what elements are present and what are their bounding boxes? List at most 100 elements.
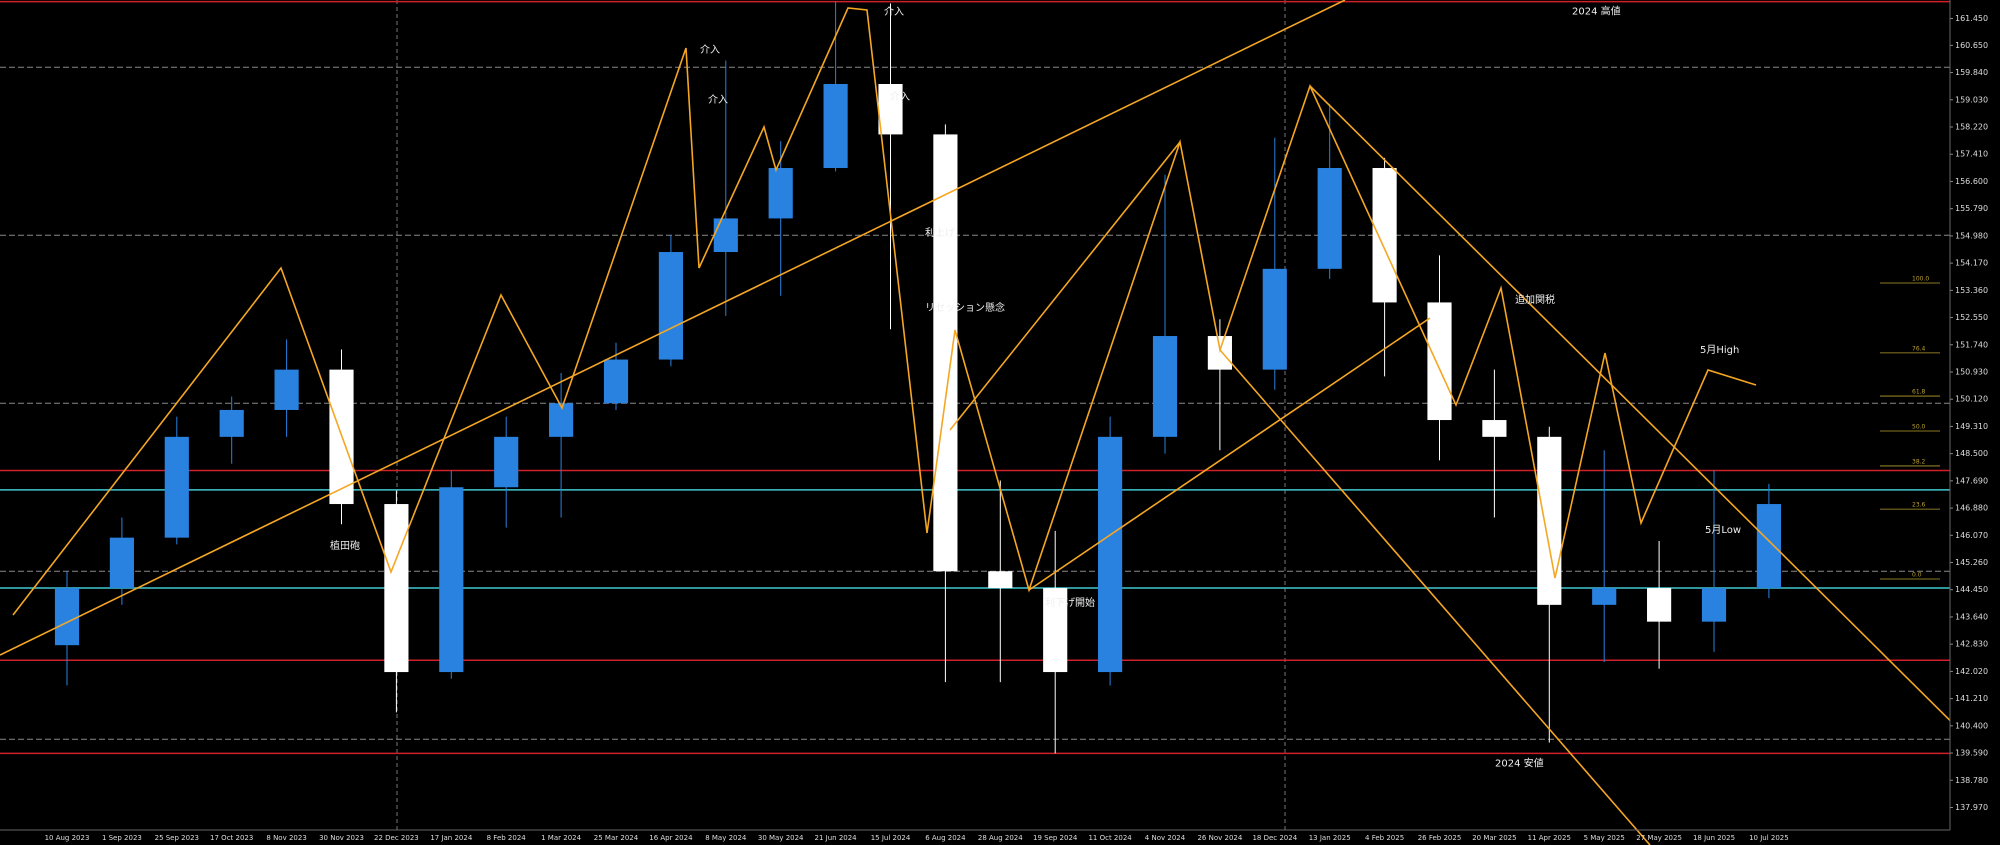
annotation: 介入 [708, 94, 728, 106]
x-tick-label: 26 Nov 2024 [1197, 834, 1242, 842]
y-tick-label: 143.640 [1955, 612, 1988, 621]
x-tick-label: 11 Oct 2024 [1088, 834, 1132, 842]
x-tick-label: 25 Sep 2023 [155, 834, 199, 842]
candle-body [603, 359, 629, 404]
y-tick-label: 152.550 [1955, 313, 1988, 322]
x-tick-label: 16 Apr 2024 [649, 834, 693, 842]
x-tick-label: 5 May 2025 [1584, 834, 1625, 842]
y-tick-label: 151.740 [1955, 340, 1988, 349]
annotation: 介入 [890, 91, 910, 103]
y-tick-label: 159.840 [1955, 68, 1988, 77]
candle-body [109, 537, 134, 589]
x-tick-label: 21 Jun 2024 [815, 834, 858, 842]
x-tick-label: 8 Feb 2024 [487, 834, 527, 842]
candle-body [494, 436, 519, 488]
y-tick-label: 160.650 [1955, 41, 1988, 50]
y-tick-label: 142.830 [1955, 640, 1988, 649]
x-tick-label: 26 Feb 2025 [1418, 834, 1462, 842]
annotation: 介入 [884, 6, 904, 18]
y-tick-label: 154.980 [1955, 231, 1988, 240]
x-tick-label: 1 Mar 2024 [541, 834, 581, 842]
fib-label: 0.0 [1912, 572, 1922, 579]
channel-line [949, 141, 1181, 431]
x-tick-label: 6 Aug 2024 [925, 834, 966, 842]
candle-body [823, 84, 848, 169]
y-tick-label: 138.780 [1955, 776, 1988, 785]
candles [54, 1, 1781, 754]
candle-body [1152, 336, 1178, 437]
candle-body [274, 369, 299, 410]
candle-body [384, 504, 409, 673]
candle-body [1317, 168, 1342, 269]
candle-body [1372, 168, 1397, 303]
candle-body [988, 571, 1013, 589]
y-tick-label: 154.170 [1955, 259, 1988, 268]
candle-body [164, 436, 189, 538]
x-tick-label: 18 Dec 2024 [1252, 834, 1297, 842]
x-tick-label: 8 May 2024 [705, 834, 747, 842]
candle-body [1701, 588, 1727, 622]
x-tick-label: 28 Aug 2024 [978, 834, 1023, 842]
y-tick-label: 150.120 [1955, 395, 1988, 404]
axis-strip [1950, 0, 2000, 845]
annotation: 植田砲 [330, 539, 360, 552]
candle-body [219, 409, 244, 437]
y-tick-label: 150.930 [1955, 367, 1988, 376]
candle-body [549, 403, 574, 437]
x-tick-label: 11 Apr 2025 [1528, 834, 1571, 842]
y-tick-label: 141.210 [1955, 694, 1988, 703]
y-tick-label: 158.220 [1955, 123, 1988, 132]
x-tick-label: 30 Nov 2023 [319, 834, 364, 842]
x-tick-label: 27 May 2025 [1636, 834, 1682, 842]
annotation: 5月Low [1705, 524, 1741, 536]
channel-line [0, 0, 1346, 656]
y-tick-label: 149.310 [1955, 422, 1988, 431]
x-tick-label: 17 Jan 2024 [430, 834, 473, 842]
candle-body [1262, 268, 1287, 370]
y-tick-label: 145.260 [1955, 558, 1988, 567]
x-tick-label: 20 Mar 2025 [1472, 834, 1516, 842]
candle-body [658, 252, 683, 360]
y-tick-label: 140.400 [1955, 721, 1988, 730]
annotation: リセッション懸念 [925, 301, 1005, 314]
y-tick-label: 144.450 [1955, 585, 1988, 594]
y-tick-label: 153.360 [1955, 286, 1988, 295]
annotation: 介入 [700, 44, 720, 56]
channel-line [1028, 317, 1431, 591]
x-tick-label: 4 Feb 2025 [1365, 834, 1404, 842]
fib-label: 23.6 [1912, 502, 1926, 509]
y-tick-label: 156.600 [1955, 177, 1988, 186]
candle-body [1592, 588, 1617, 605]
level-name: 2024 安値 [1495, 756, 1544, 769]
y-tick-label: 146.880 [1955, 504, 1988, 513]
candle-body [1427, 302, 1452, 421]
x-tick-label: 4 Nov 2024 [1145, 834, 1186, 842]
candle-body [933, 134, 958, 572]
x-tick-label: 8 Nov 2023 [266, 834, 306, 842]
x-tick-label: 22 Dec 2023 [374, 834, 419, 842]
fib-label: 38.2 [1912, 458, 1926, 465]
candle-body [1482, 420, 1507, 437]
y-tick-label: 155.790 [1955, 204, 1988, 213]
candle-body [439, 487, 464, 673]
x-tick-label: 10 Jul 2025 [1749, 834, 1789, 842]
fib-label: 100.0 [1912, 276, 1929, 283]
annotation: 5月High [1700, 344, 1739, 356]
x-tick-label: 17 Oct 2023 [210, 834, 253, 842]
candle-body [768, 168, 793, 219]
annotation: 追加関税 [1515, 293, 1555, 306]
annotation: 利下げ開始 [1045, 596, 1095, 609]
candle-body [1537, 436, 1562, 605]
y-tick-label: 139.590 [1955, 749, 1988, 758]
x-tick-label: 25 Mar 2024 [594, 834, 639, 842]
candle-body [1207, 336, 1232, 370]
x-tick-label: 1 Sep 2023 [102, 834, 142, 842]
y-tick-label: 146.070 [1955, 531, 1988, 540]
candle-body [878, 84, 903, 135]
x-tick-label: 19 Sep 2024 [1033, 834, 1078, 842]
channel-line [1309, 85, 2000, 771]
candle-body [713, 218, 738, 253]
